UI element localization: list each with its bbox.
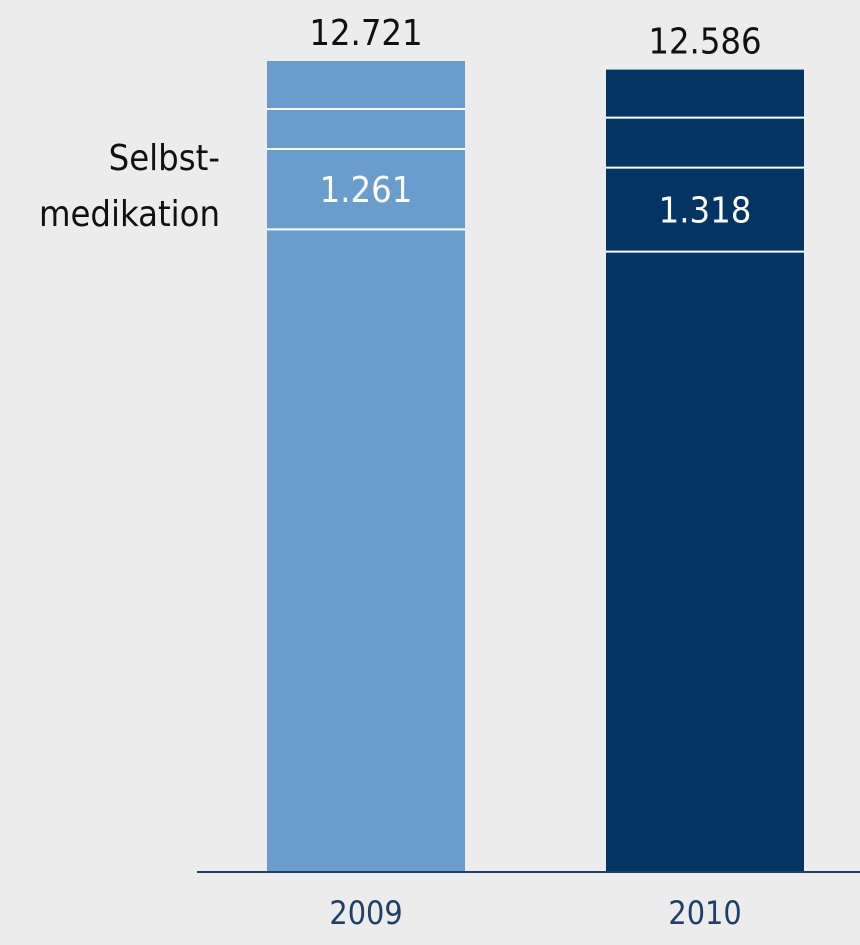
segment-dividers bbox=[267, 108, 804, 253]
bar-2010 bbox=[606, 69, 804, 873]
total-label-2010: 12.586 bbox=[648, 22, 761, 63]
selbstmedikation-value-2010: 1.318 bbox=[659, 191, 752, 232]
selbstmedikation-value-2009: 1.261 bbox=[320, 170, 413, 211]
bar-2009 bbox=[267, 61, 465, 872]
bars-group bbox=[267, 61, 804, 873]
selbstmedikation-label-line-1: Selbst- bbox=[109, 138, 220, 179]
x-tick-label-2009: 2009 bbox=[329, 894, 402, 932]
selbstmedikation-label-line-2: medikation bbox=[39, 194, 220, 235]
x-tick-label-2010: 2010 bbox=[668, 894, 741, 932]
total-label-2009: 12.721 bbox=[309, 13, 422, 54]
